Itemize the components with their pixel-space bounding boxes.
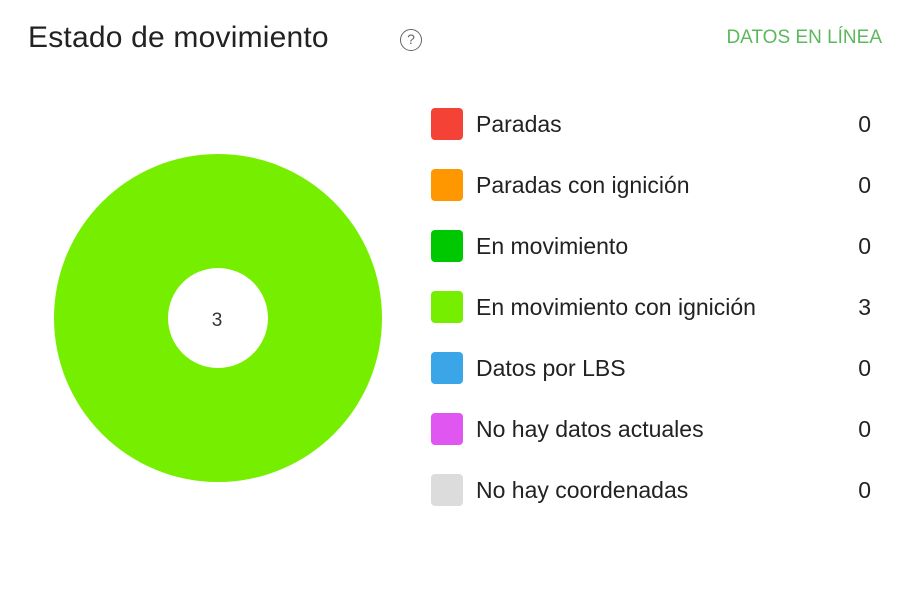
legend-swatch — [431, 413, 463, 445]
donut-center-label: 3 — [212, 310, 223, 331]
donut-chart-svg: 3 — [54, 154, 382, 482]
legend-label: En movimiento — [476, 233, 629, 259]
legend-swatch — [431, 169, 463, 201]
legend-swatch — [431, 291, 463, 323]
legend-item[interactable]: Paradas 0 — [431, 94, 871, 155]
legend-value: 0 — [858, 233, 871, 259]
legend-swatch — [431, 108, 463, 140]
donut-hole — [168, 268, 268, 368]
legend-item[interactable]: No hay datos actuales 0 — [431, 399, 871, 460]
legend-swatch — [431, 474, 463, 506]
online-data-link[interactable]: DATOS EN LÍNEA — [726, 27, 882, 48]
legend-item[interactable]: No hay coordenadas 0 — [431, 460, 871, 521]
question-circle-icon[interactable]: ? — [400, 29, 422, 51]
chart-legend: Paradas 0 Paradas con ignición 0 En movimien… — [431, 94, 871, 521]
legend-swatch — [431, 230, 463, 262]
legend-value: 0 — [858, 172, 871, 198]
legend-swatch — [431, 352, 463, 384]
legend-value: 3 — [858, 294, 871, 320]
legend-value: 0 — [858, 355, 871, 381]
legend-value: 0 — [858, 477, 871, 503]
widget-title: Estado de movimiento — [28, 21, 329, 54]
donut-chart: 3 — [54, 154, 382, 482]
legend-value: 0 — [858, 416, 871, 442]
legend-label: Paradas — [476, 111, 562, 137]
legend-value: 0 — [858, 111, 871, 137]
legend-label: Paradas con ignición — [476, 172, 690, 198]
legend-label: No hay coordenadas — [476, 477, 689, 503]
legend-label: Datos por LBS — [476, 355, 626, 381]
legend-item[interactable]: Paradas con ignición 0 — [431, 155, 871, 216]
legend-item[interactable]: En movimiento 0 — [431, 216, 871, 277]
legend-item[interactable]: Datos por LBS 0 — [431, 338, 871, 399]
widget-header: Estado de movimiento ? DATOS EN LÍNEA — [28, 18, 882, 62]
legend-label: En movimiento con ignición — [476, 294, 756, 320]
legend-item[interactable]: En movimiento con ignición 3 — [431, 277, 871, 338]
legend-label: No hay datos actuales — [476, 416, 704, 442]
